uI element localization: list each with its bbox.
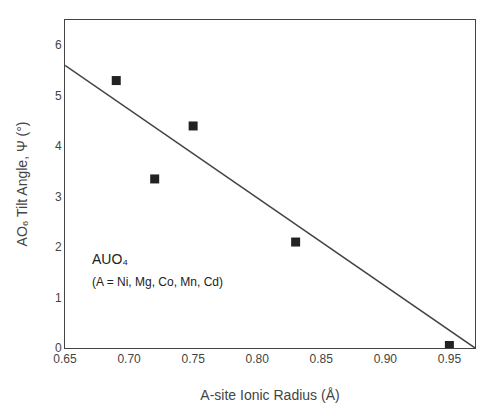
svg-text:4: 4 [55,139,62,153]
svg-text:0.75: 0.75 [181,352,205,366]
svg-text:3: 3 [55,190,62,204]
svg-text:0.80: 0.80 [246,352,270,366]
svg-text:1: 1 [55,291,62,305]
svg-text:2: 2 [55,240,62,254]
svg-text:AO₆ Tilt Angle, Ψ (°): AO₆ Tilt Angle, Ψ (°) [14,122,30,247]
svg-text:0.65: 0.65 [53,352,77,366]
svg-text:0.90: 0.90 [374,352,398,366]
svg-text:A-site Ionic Radius (Å): A-site Ionic Radius (Å) [200,387,339,403]
svg-text:0.85: 0.85 [310,352,334,366]
svg-text:5: 5 [55,89,62,103]
svg-text:(A = Ni, Mg, Co, Mn, Cd): (A = Ni, Mg, Co, Mn, Cd) [92,275,223,289]
svg-text:6: 6 [55,38,62,52]
svg-text:0: 0 [55,341,62,355]
svg-text:0.70: 0.70 [117,352,141,366]
svg-text:AUO₄: AUO₄ [92,251,128,267]
svg-text:0.95: 0.95 [438,352,462,366]
